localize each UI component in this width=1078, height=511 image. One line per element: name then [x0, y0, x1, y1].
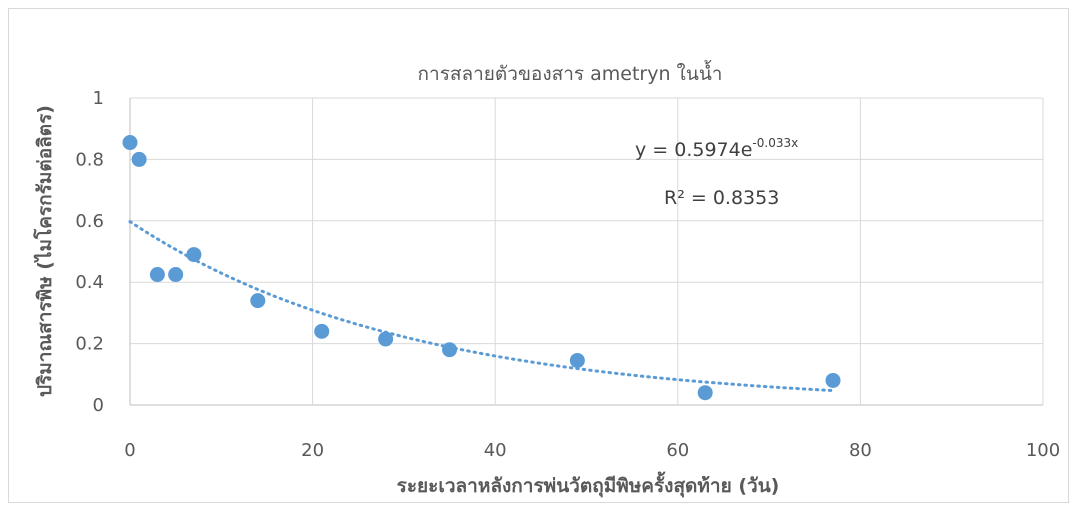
x-tick-label: 80: [849, 440, 872, 461]
chart-title: การสลายตัวของสาร ametryn ในน้ำ: [418, 60, 723, 85]
data-point: [250, 293, 266, 309]
data-point: [122, 135, 138, 151]
y-axis-title: ปริมาณสารพิษ (ไมโครกรัมต่อลิตร): [33, 105, 56, 397]
trendline-equation-base: y = 0.5974e: [635, 139, 752, 161]
x-tick-label: 0: [124, 440, 135, 461]
x-tick-labels: 0 20 40 60 80 100: [124, 440, 1060, 461]
data-point: [825, 372, 841, 388]
x-tick-label: 100: [1026, 440, 1060, 461]
exponential-trendline: [128, 220, 835, 393]
y-tick-labels: 0 0.2 0.4 0.6 0.8 1: [75, 88, 104, 416]
x-tick-label: 40: [484, 440, 507, 461]
data-point: [314, 323, 330, 339]
x-tick-label: 60: [666, 440, 689, 461]
y-tick-label: 0.2: [75, 334, 104, 355]
y-tick-label: 0: [93, 395, 104, 416]
y-tick-label: 0.8: [75, 149, 104, 170]
data-point: [131, 151, 147, 167]
data-point: [697, 385, 713, 401]
x-tick-label: 20: [301, 440, 324, 461]
gridlines: [129, 97, 1044, 406]
data-point: [149, 267, 165, 283]
y-tick-label: 0.4: [75, 272, 104, 293]
y-tick-label: 1: [93, 88, 104, 109]
data-point: [442, 342, 458, 358]
trendline-equation: y = 0.5974e-0.033x: [635, 136, 798, 161]
data-point: [378, 331, 394, 347]
data-point: [186, 247, 202, 263]
data-points: [122, 135, 841, 401]
data-point: [569, 352, 585, 368]
x-axis-title: ระยะเวลาหลังการพ่นวัตถุมีพิษครั้งสุดท้าย…: [397, 471, 780, 498]
y-tick-label: 0.6: [75, 211, 104, 232]
data-point: [168, 267, 184, 283]
trendline-equation-exponent: -0.033x: [752, 136, 798, 150]
r-squared-label: R² = 0.8353: [664, 187, 779, 209]
